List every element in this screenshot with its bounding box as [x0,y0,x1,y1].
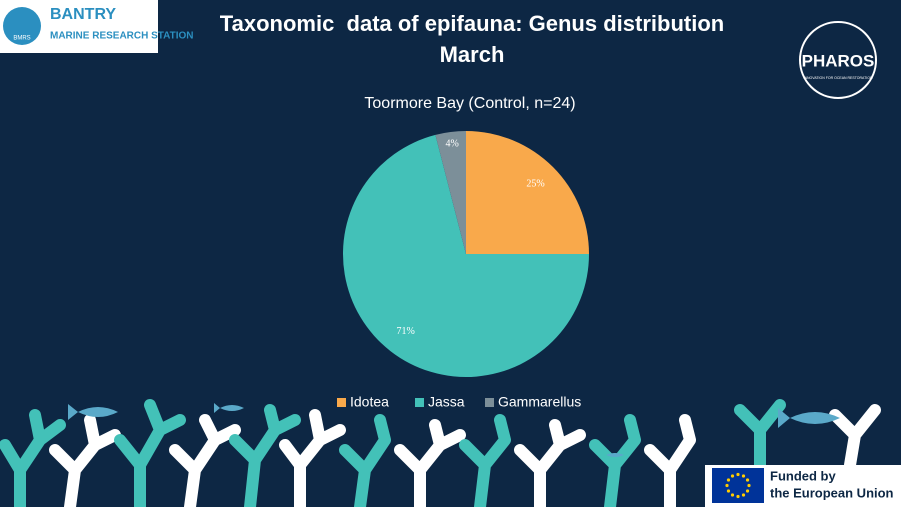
legend-swatch [485,398,494,407]
logo-text: the European Union [770,485,894,500]
legend-swatch [415,398,424,407]
pie-chart: 25% 71% 4% Idotea Jassa Gammarellus [337,131,589,410]
data-label: 25% [526,179,544,190]
eu-star [730,474,735,478]
eu-star [741,474,746,478]
pharos-logo-ring [799,21,877,99]
data-label: 4% [445,138,458,149]
pie-slice [435,131,466,254]
logo-text: BMRS [13,36,30,42]
slide-title: Taxonomic data of epifauna: Genus distri… [220,11,724,36]
eu-star [725,483,729,488]
eu-star [736,494,740,499]
data-label: 71% [397,326,415,337]
bantry-logo-icon [3,7,41,45]
eu-star [741,493,746,497]
logo-text: INNOVATION FOR OCEAN RESTORATION [804,76,873,80]
logo-text: BANTRY [50,6,116,23]
logo-text: Funded by [770,468,836,483]
logo-text: MARINE RESEARCH STATION [50,31,194,42]
pie-slice [466,131,589,254]
eu-star [747,483,751,488]
fish-decoration [68,403,840,457]
eu-star [726,478,731,482]
legend-label: Jassa [428,394,465,410]
chart-title: Toormore Bay (Control, n=24) [364,95,575,112]
eu-star [745,489,750,493]
eu-star [730,493,735,497]
coral-decoration [0,399,881,507]
legend-swatch [337,398,346,407]
eu-star [726,489,731,493]
eu-stars [725,472,751,499]
pie-slice [342,134,589,377]
logo-text: PHAROS [802,51,875,70]
eu-star [745,478,750,482]
legend-label: Idotea [350,394,389,410]
eu-star [736,472,740,477]
legend-label: Gammarellus [498,394,581,410]
slide-subtitle: March [440,42,505,67]
